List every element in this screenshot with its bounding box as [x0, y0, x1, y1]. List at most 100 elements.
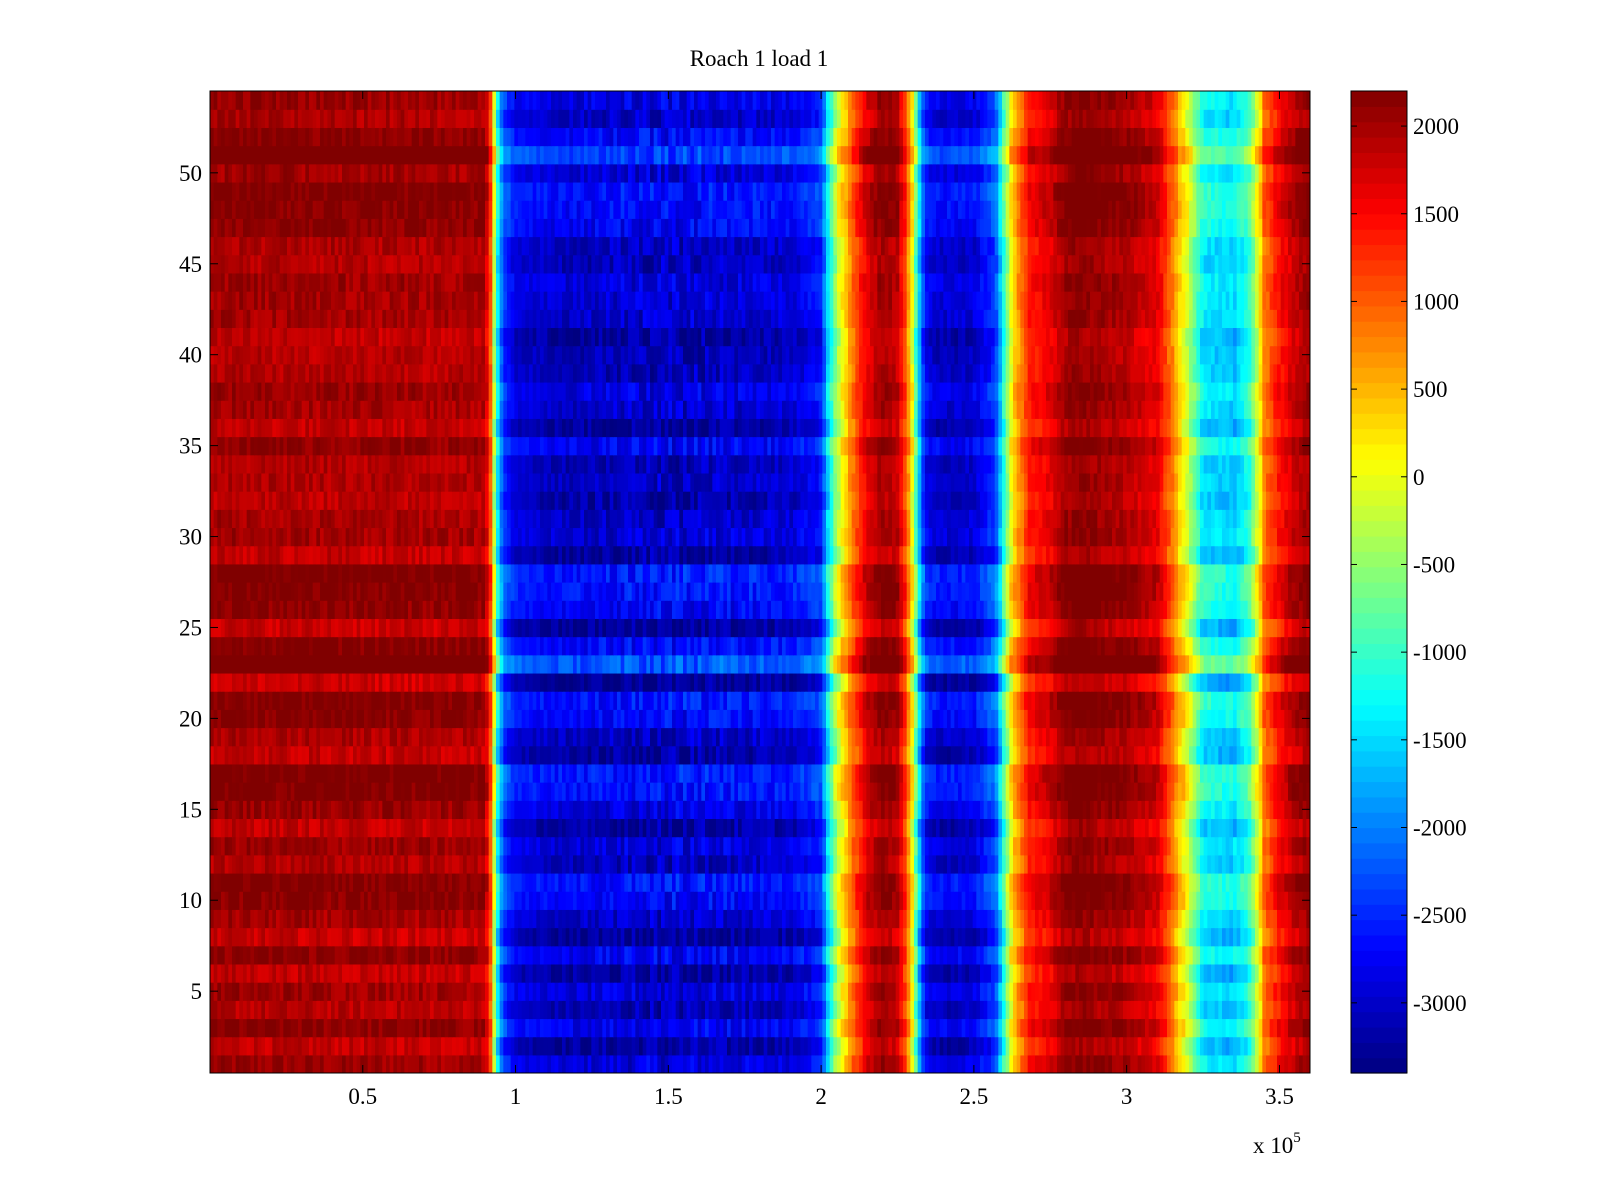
heatmap-cell [1181, 1018, 1186, 1038]
heatmap-cell [1031, 1036, 1036, 1056]
heatmap-cell [734, 909, 739, 929]
heatmap-cell [606, 891, 611, 910]
heatmap-cell [998, 1036, 1003, 1056]
heatmap-cell [1280, 782, 1285, 801]
heatmap-cell [734, 945, 739, 965]
heatmap-cell [327, 1000, 332, 1020]
heatmap-cell [760, 1000, 765, 1020]
heatmap-cell [881, 927, 886, 947]
heatmap-cell [477, 945, 482, 965]
heatmap-cell [1046, 1018, 1051, 1038]
heatmap-cell [925, 763, 930, 783]
heatmap-cell [881, 836, 886, 856]
heatmap-cell [664, 1000, 669, 1020]
heatmap-cell [386, 818, 391, 838]
heatmap-cell [778, 891, 783, 910]
heatmap-cell [254, 800, 259, 820]
heatmap-cell [624, 782, 629, 801]
heatmap-cell [1233, 1018, 1238, 1038]
heatmap-cell [437, 982, 442, 1001]
heatmap-cell [628, 818, 633, 838]
heatmap-cell [415, 763, 420, 783]
heatmap-cell [870, 854, 875, 874]
heatmap-cell [496, 963, 501, 983]
heatmap-cell [598, 818, 603, 838]
heatmap-cell [950, 854, 955, 874]
heatmap-cell [1211, 891, 1216, 910]
heatmap-cell [815, 927, 820, 947]
heatmap-cell [771, 818, 776, 838]
heatmap-cell [1123, 1000, 1128, 1020]
heatmap-cell [1207, 782, 1212, 801]
heatmap-cell [224, 782, 229, 801]
heatmap-cell [829, 836, 834, 856]
heatmap-cell [228, 891, 233, 910]
heatmap-cell [228, 763, 233, 783]
heatmap-cell [1156, 782, 1161, 801]
heatmap-cell [1079, 818, 1084, 838]
heatmap-cell [903, 945, 908, 965]
heatmap-cell [892, 891, 897, 910]
heatmap-cell [914, 945, 919, 965]
heatmap-cell [1049, 927, 1054, 947]
heatmap-cell [694, 818, 699, 838]
heatmap-cell [969, 982, 974, 1001]
heatmap-cell [837, 763, 842, 783]
heatmap-cell [807, 927, 812, 947]
heatmap-cell [569, 963, 574, 983]
heatmap-cell [562, 836, 567, 856]
heatmap-cell [554, 763, 559, 783]
heatmap-cell [433, 963, 438, 983]
heatmap-cell [785, 945, 790, 965]
heatmap-cell [375, 836, 380, 856]
heatmap-cell [298, 836, 303, 856]
heatmap-cell [888, 945, 893, 965]
heatmap-cell [727, 891, 732, 910]
heatmap-cell [635, 1018, 640, 1038]
heatmap-cell [1090, 836, 1095, 856]
heatmap-cell [1299, 818, 1304, 838]
heatmap-cell [609, 927, 614, 947]
heatmap-cell [818, 800, 823, 820]
heatmap-cell [1288, 854, 1293, 874]
heatmap-cell [305, 800, 310, 820]
heatmap-cell [404, 818, 409, 838]
heatmap-cell [1299, 1000, 1304, 1020]
heatmap-cell [613, 963, 618, 983]
heatmap-cell [334, 963, 339, 983]
heatmap-cell [287, 909, 292, 929]
heatmap-cell [778, 854, 783, 874]
heatmap-cell [646, 927, 651, 947]
heatmap-cell [254, 872, 259, 892]
heatmap-cell [954, 909, 959, 929]
heatmap-cell [752, 800, 757, 820]
heatmap-cell [1035, 1036, 1040, 1056]
heatmap-cell [415, 1018, 420, 1038]
heatmap-cell [1024, 909, 1029, 929]
heatmap-cell [1101, 1000, 1106, 1020]
heatmap-cell [287, 1000, 292, 1020]
heatmap-cell [356, 927, 361, 947]
heatmap-cell [1112, 963, 1117, 983]
heatmap-cell [631, 945, 636, 965]
heatmap-cell [558, 1054, 563, 1073]
heatmap-cell [1071, 1000, 1076, 1020]
heatmap-cell [239, 872, 244, 892]
heatmap-cell [998, 1018, 1003, 1038]
heatmap-cell [382, 818, 387, 838]
heatmap-cell [1247, 1054, 1252, 1073]
heatmap-cell [771, 782, 776, 801]
heatmap-cell [844, 1054, 849, 1073]
heatmap-cell [422, 836, 427, 856]
heatmap-cell [767, 927, 772, 947]
heatmap-cell [837, 927, 842, 947]
heatmap-cell [507, 782, 512, 801]
heatmap-cell [378, 763, 383, 783]
heatmap-cell [283, 854, 288, 874]
heatmap-cell [397, 909, 402, 929]
heatmap-cell [1233, 800, 1238, 820]
heatmap-cell [719, 1036, 724, 1056]
heatmap-cell [1027, 782, 1032, 801]
heatmap-cell [452, 1018, 457, 1038]
heatmap-cell [668, 909, 673, 929]
